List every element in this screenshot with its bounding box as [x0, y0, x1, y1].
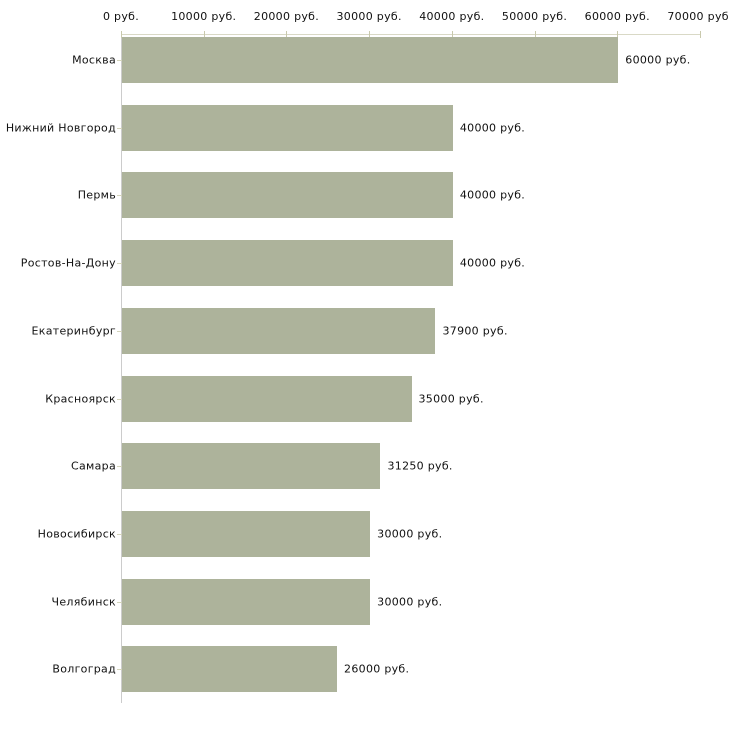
axis-tick-label: 30000 руб.	[336, 10, 402, 23]
bar	[122, 37, 619, 83]
axis-tick	[203, 31, 205, 38]
value-label: 40000 руб.	[459, 121, 526, 135]
bar	[122, 375, 412, 422]
axis-tick	[369, 31, 371, 38]
axis-tick-label: 10000 руб.	[171, 10, 237, 23]
bar	[122, 172, 453, 219]
value-label: 60000 руб.	[625, 53, 691, 67]
value-label: 40000 руб.	[459, 188, 526, 202]
category-label: Нижний Новгород	[5, 121, 116, 135]
category-tick	[117, 466, 122, 468]
category-tick	[117, 195, 122, 197]
axis-tick	[451, 31, 453, 38]
category-label: Новосибирск	[37, 527, 116, 541]
axis-tick	[534, 31, 536, 38]
category-tick	[117, 398, 122, 400]
category-label: Волгоград	[52, 662, 116, 676]
axis-tick	[286, 31, 288, 38]
axis-tick-label: 50000 руб.	[501, 10, 568, 23]
value-label: 35000 руб.	[418, 392, 484, 405]
category-tick	[117, 263, 122, 265]
category-tick	[117, 330, 122, 332]
value-label: 37900 руб.	[442, 324, 508, 338]
category-label: Екатеринбург	[31, 324, 116, 338]
axis-tick	[617, 31, 619, 38]
category-tick	[117, 669, 122, 671]
bar	[122, 510, 371, 557]
axis-tick	[700, 31, 701, 38]
category-label: Челябинск	[51, 595, 116, 609]
bar	[122, 443, 381, 490]
bar	[122, 646, 338, 693]
axis-tick-label: 70000 руб.	[667, 10, 730, 23]
axis-tick-label: 20000 руб.	[253, 10, 320, 23]
category-label: Москва	[72, 53, 116, 67]
axis-tick	[121, 31, 122, 38]
category-tick	[117, 127, 122, 129]
category-label: Красноярск	[45, 392, 116, 405]
category-label: Самара	[71, 459, 116, 473]
bar	[122, 307, 436, 354]
category-label: Ростов-На-Дону	[20, 256, 116, 270]
x-axis-line	[121, 34, 700, 35]
bar	[122, 240, 453, 287]
category-tick	[117, 60, 122, 61]
axis-tick-label: 0 руб.	[102, 10, 140, 23]
value-label: 26000 руб.	[344, 662, 410, 676]
value-label: 30000 руб.	[377, 527, 443, 541]
y-axis-line	[121, 34, 122, 703]
axis-tick-label: 60000 руб.	[584, 10, 650, 23]
bar	[122, 578, 371, 625]
category-tick	[117, 601, 122, 603]
category-tick	[117, 533, 122, 535]
value-label: 40000 руб.	[459, 256, 526, 270]
category-label: Пермь	[77, 188, 116, 202]
value-label: 31250 руб.	[387, 459, 453, 473]
axis-tick-label: 40000 руб.	[419, 10, 485, 23]
value-label: 30000 руб.	[377, 595, 443, 609]
bar	[122, 104, 453, 151]
